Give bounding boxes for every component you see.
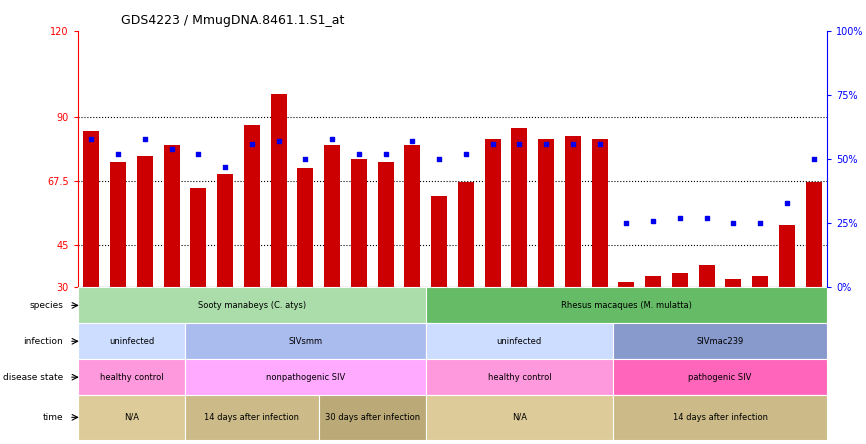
Bar bbox=[538, 139, 554, 287]
Text: species: species bbox=[29, 301, 63, 310]
Bar bbox=[672, 273, 688, 287]
Point bbox=[673, 215, 687, 222]
Text: healthy control: healthy control bbox=[100, 373, 164, 382]
Text: 14 days after infection: 14 days after infection bbox=[204, 413, 300, 422]
Bar bbox=[185, 359, 426, 395]
Bar bbox=[319, 395, 426, 440]
Text: 30 days after infection: 30 days after infection bbox=[325, 413, 420, 422]
Point bbox=[592, 140, 606, 147]
Point bbox=[245, 140, 259, 147]
Point bbox=[352, 151, 365, 158]
Text: Rhesus macaques (M. mulatta): Rhesus macaques (M. mulatta) bbox=[561, 301, 692, 310]
Text: uninfected: uninfected bbox=[497, 337, 542, 346]
Text: nonpathogenic SIV: nonpathogenic SIV bbox=[266, 373, 345, 382]
Text: GDS4223 / MmugDNA.8461.1.S1_at: GDS4223 / MmugDNA.8461.1.S1_at bbox=[121, 14, 345, 27]
Bar bbox=[565, 136, 581, 287]
Point bbox=[807, 156, 821, 163]
Bar bbox=[297, 168, 313, 287]
Bar bbox=[185, 323, 426, 359]
Text: SIVmac239: SIVmac239 bbox=[696, 337, 744, 346]
Bar bbox=[270, 94, 287, 287]
Bar bbox=[613, 359, 827, 395]
Bar bbox=[511, 128, 527, 287]
Bar bbox=[83, 131, 100, 287]
Text: uninfected: uninfected bbox=[109, 337, 154, 346]
Bar bbox=[217, 174, 233, 287]
Point bbox=[138, 135, 152, 143]
Point bbox=[111, 151, 125, 158]
Bar bbox=[78, 359, 185, 395]
Text: time: time bbox=[42, 413, 63, 422]
Point bbox=[780, 199, 794, 206]
Bar bbox=[185, 395, 319, 440]
Bar bbox=[485, 139, 501, 287]
Bar bbox=[458, 182, 474, 287]
Point bbox=[299, 156, 313, 163]
Point bbox=[84, 135, 98, 143]
Bar bbox=[351, 159, 367, 287]
Text: N/A: N/A bbox=[512, 413, 527, 422]
Point bbox=[325, 135, 339, 143]
Point bbox=[619, 220, 633, 227]
Text: N/A: N/A bbox=[124, 413, 139, 422]
Bar bbox=[779, 225, 795, 287]
Text: SIVsmm: SIVsmm bbox=[288, 337, 322, 346]
Bar bbox=[191, 188, 206, 287]
Point bbox=[191, 151, 205, 158]
Bar bbox=[404, 145, 420, 287]
Bar bbox=[78, 395, 185, 440]
Point bbox=[513, 140, 527, 147]
Bar bbox=[426, 287, 827, 323]
Bar bbox=[805, 182, 822, 287]
Bar bbox=[618, 282, 635, 287]
Point bbox=[540, 140, 553, 147]
Bar bbox=[645, 276, 661, 287]
Bar bbox=[426, 359, 613, 395]
Text: Sooty manabeys (C. atys): Sooty manabeys (C. atys) bbox=[197, 301, 306, 310]
Bar bbox=[431, 196, 447, 287]
Point bbox=[700, 215, 714, 222]
Text: healthy control: healthy control bbox=[488, 373, 551, 382]
Bar bbox=[726, 279, 741, 287]
Point bbox=[459, 151, 473, 158]
Bar bbox=[78, 323, 185, 359]
Point bbox=[753, 220, 767, 227]
Bar bbox=[426, 323, 613, 359]
Bar bbox=[613, 395, 827, 440]
Bar bbox=[164, 145, 179, 287]
Text: 14 days after infection: 14 days after infection bbox=[673, 413, 767, 422]
Bar bbox=[591, 139, 608, 287]
Bar bbox=[78, 287, 426, 323]
Text: disease state: disease state bbox=[3, 373, 63, 382]
Text: pathogenic SIV: pathogenic SIV bbox=[688, 373, 752, 382]
Bar bbox=[324, 145, 340, 287]
Point bbox=[165, 146, 178, 153]
Bar bbox=[613, 323, 827, 359]
Point bbox=[218, 163, 232, 170]
Text: infection: infection bbox=[23, 337, 63, 346]
Point bbox=[405, 138, 419, 145]
Point bbox=[646, 217, 660, 224]
Point bbox=[486, 140, 500, 147]
Point bbox=[566, 140, 580, 147]
Bar bbox=[110, 162, 126, 287]
Bar bbox=[137, 156, 152, 287]
Point bbox=[378, 151, 392, 158]
Bar bbox=[752, 276, 768, 287]
Point bbox=[272, 138, 286, 145]
Point bbox=[727, 220, 740, 227]
Point bbox=[432, 156, 446, 163]
Bar bbox=[699, 265, 714, 287]
Bar bbox=[426, 395, 613, 440]
Bar bbox=[244, 125, 260, 287]
Bar bbox=[378, 162, 394, 287]
